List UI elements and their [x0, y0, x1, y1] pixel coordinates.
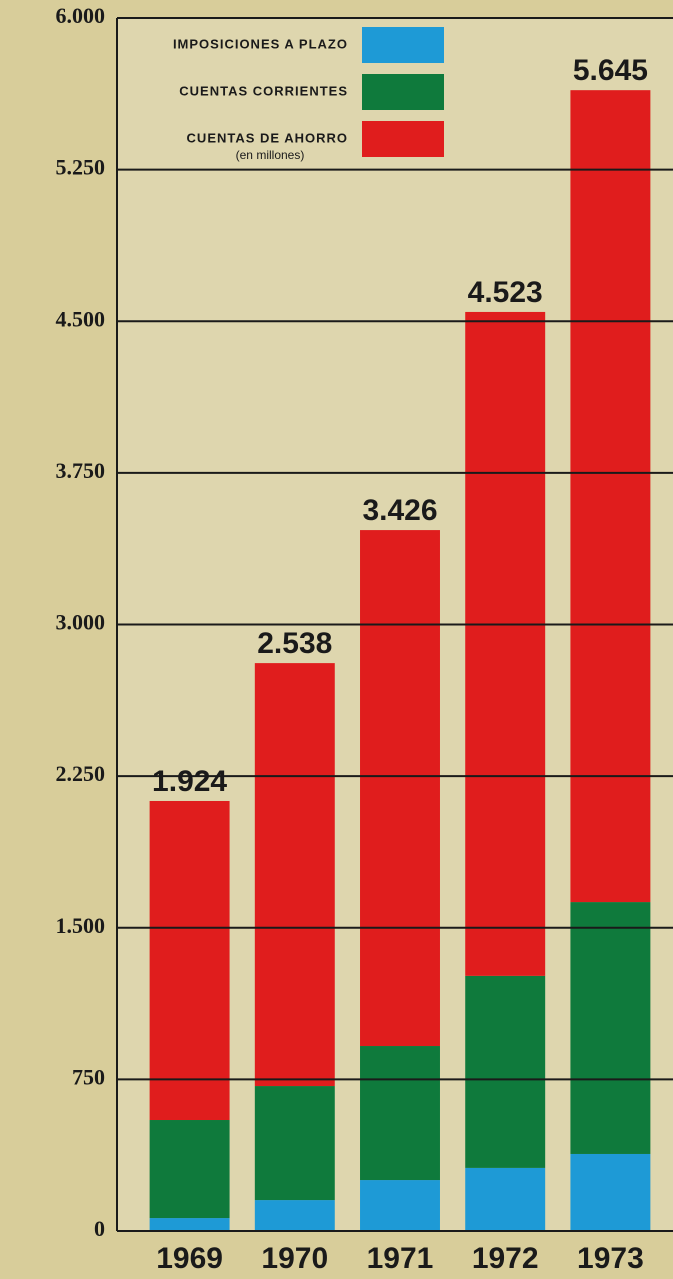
bar-segment — [360, 1046, 440, 1181]
bar-segment — [149, 800, 230, 1121]
bar-segment — [570, 90, 651, 903]
total-label: 5.645 — [573, 54, 648, 87]
y-tick-label: 750 — [72, 1064, 105, 1089]
y-tick-label: 3.000 — [56, 610, 106, 635]
bar-segment — [149, 1218, 230, 1231]
x-tick-label: 1971 — [367, 1242, 434, 1275]
legend-label: CUENTAS CORRIENTES — [179, 83, 348, 98]
bar-segment — [254, 1086, 335, 1201]
bar-segment — [465, 311, 546, 976]
total-label: 3.426 — [362, 494, 437, 527]
bar-segment — [570, 902, 651, 1154]
x-tick-label: 1970 — [261, 1242, 328, 1275]
y-tick-label: 5.250 — [56, 155, 106, 180]
bar-segment — [254, 663, 335, 1087]
y-tick-label: 1.500 — [56, 913, 106, 938]
unit-note: (en millones) — [236, 148, 305, 162]
y-tick-label: 2.250 — [56, 761, 106, 786]
y-tick-label: 6.000 — [56, 3, 106, 28]
legend-swatch — [362, 74, 444, 110]
y-tick-label: 3.750 — [56, 458, 106, 483]
total-label: 4.523 — [468, 276, 543, 309]
legend-label: IMPOSICIONES A PLAZO — [173, 36, 348, 51]
legend-swatch — [362, 121, 444, 157]
y-tick-label: 4.500 — [56, 306, 106, 331]
y-tick-label: 0 — [94, 1216, 105, 1241]
bar-segment — [465, 975, 546, 1168]
total-label: 2.538 — [257, 627, 332, 660]
bar-segment — [360, 1180, 440, 1231]
legend-label: CUENTAS DE AHORRO — [187, 130, 348, 145]
bar-segment — [149, 1120, 230, 1219]
bar-segment — [360, 530, 440, 1047]
bar-segment — [465, 1167, 546, 1231]
x-tick-label: 1972 — [472, 1242, 539, 1275]
bar-segment — [254, 1200, 335, 1231]
total-label: 1.924 — [152, 765, 227, 798]
legend-swatch — [362, 27, 444, 63]
x-tick-label: 1973 — [577, 1242, 644, 1275]
x-tick-label: 1969 — [156, 1242, 223, 1275]
bar-segment — [570, 1153, 651, 1231]
